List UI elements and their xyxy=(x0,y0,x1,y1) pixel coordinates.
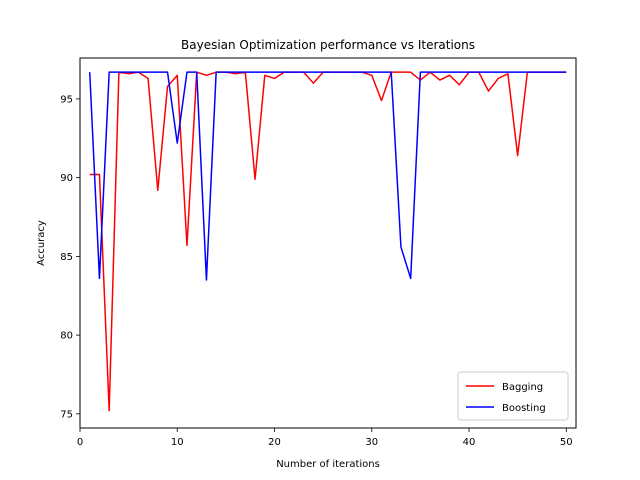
x-axis-label: Number of iterations xyxy=(276,459,380,470)
y-tick-label: 75 xyxy=(60,409,73,420)
legend-label-boosting: Boosting xyxy=(502,403,546,414)
legend-box xyxy=(457,371,569,421)
series-line-boosting xyxy=(88,71,567,281)
plot-frame xyxy=(79,57,577,429)
x-tick-label: 20 xyxy=(268,437,281,448)
chart-title: Bayesian Optimization performance vs Ite… xyxy=(181,38,475,52)
y-tick-label: 95 xyxy=(60,94,73,105)
x-axis: 0 10 20 30 40 50 xyxy=(77,428,573,448)
y-axis-label: Accuracy xyxy=(36,220,47,266)
y-tick-label: 85 xyxy=(60,252,73,263)
x-tick-label: 0 xyxy=(77,437,83,448)
x-tick-label: 50 xyxy=(560,437,573,448)
series-line-bagging xyxy=(89,71,567,412)
legend: Bagging Boosting xyxy=(457,371,569,421)
y-tick-label: 90 xyxy=(60,173,73,184)
legend-label-bagging: Bagging xyxy=(502,382,543,393)
x-tick-label: 40 xyxy=(463,437,476,448)
y-axis: 75 80 85 90 95 xyxy=(60,94,80,420)
x-tick-label: 10 xyxy=(171,437,184,448)
y-tick-label: 80 xyxy=(60,331,73,342)
plot-lines xyxy=(88,71,567,412)
x-tick-label: 30 xyxy=(365,437,378,448)
